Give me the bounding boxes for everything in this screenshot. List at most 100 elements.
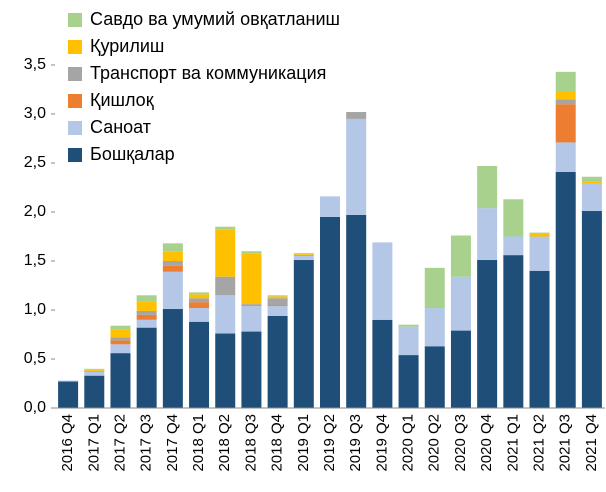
bar-segment	[503, 199, 524, 237]
bar-segment	[450, 235, 471, 277]
x-tick-label: 2017 Q2	[111, 414, 128, 472]
legend-swatch	[68, 121, 82, 135]
x-tick-label: 2017 Q3	[138, 414, 155, 472]
y-tick-label: 1,0	[24, 301, 46, 318]
bar-segment	[162, 261, 183, 266]
bar-segment	[477, 260, 498, 408]
bar-segment	[267, 305, 288, 307]
x-tick-label: 2019 Q2	[321, 414, 338, 472]
legend-label: Транспорт ва коммуникация	[90, 63, 326, 83]
bar-segment	[424, 267, 445, 309]
bar-segment	[320, 216, 340, 408]
bar-segment	[293, 256, 314, 261]
bar-segment	[110, 337, 131, 341]
legend-swatch	[68, 148, 82, 162]
x-tick-label: 2020 Q1	[400, 414, 417, 472]
bar-segment	[189, 302, 210, 309]
bar-segment	[189, 308, 210, 322]
bar-segment	[110, 344, 131, 354]
bar-segment	[529, 232, 550, 234]
bar-segment	[346, 112, 367, 119]
x-tick-label: 2021 Q2	[530, 414, 547, 472]
bar-segment	[293, 253, 314, 255]
x-tick-label: 2020 Q3	[452, 414, 469, 472]
bar-segment	[267, 306, 288, 316]
bar-segment	[84, 370, 105, 372]
bar-segment	[555, 171, 576, 408]
y-tick-label: 1,5	[24, 252, 46, 269]
x-tick-label: 2018 Q4	[269, 414, 286, 472]
bar-segment	[555, 91, 576, 100]
bar-segment	[110, 353, 131, 408]
legend-swatch	[68, 67, 82, 81]
bar-segment	[267, 315, 288, 408]
bar-segment	[477, 165, 498, 209]
x-tick-label: 2019 Q4	[373, 414, 390, 472]
bar-segment	[84, 371, 105, 376]
bar-segment	[84, 375, 105, 408]
bar-segment	[477, 208, 498, 261]
bar-segment	[84, 368, 105, 370]
legend-swatch	[68, 94, 82, 108]
x-tick-label: 2016 Q4	[59, 414, 76, 472]
bar-segment	[529, 270, 550, 408]
legend-label: Қурилиш	[90, 36, 164, 56]
bar-segment	[241, 251, 262, 254]
x-tick-label: 2020 Q2	[426, 414, 443, 472]
bar-segment	[215, 276, 236, 296]
y-tick-label: 0,5	[24, 350, 46, 367]
legend-swatch	[68, 40, 82, 54]
bar-segment	[215, 333, 236, 408]
x-tick-label: 2018 Q2	[216, 414, 233, 472]
bar-segment	[189, 321, 210, 408]
y-tick-label: 3,5	[24, 56, 46, 73]
bar-segment	[398, 355, 419, 408]
bar-segment	[84, 369, 105, 371]
bar-segment	[293, 254, 314, 256]
bar-segment	[162, 271, 183, 310]
bar-segment	[450, 276, 471, 331]
x-tick-label: 2020 Q4	[478, 414, 495, 472]
legend-label: Саноат	[90, 117, 151, 137]
x-tick-label: 2017 Q1	[85, 414, 102, 472]
bar-segment	[529, 233, 550, 237]
y-tick-label: 3,0	[24, 105, 46, 122]
bar-segment	[372, 319, 393, 408]
bar-segment	[398, 324, 419, 327]
bar-segment	[189, 298, 210, 303]
bar-segment	[581, 176, 602, 182]
y-tick-label: 2,0	[24, 203, 46, 220]
bar-segment	[293, 260, 314, 408]
bar-segment	[162, 243, 183, 252]
bar-segment	[110, 325, 131, 330]
bar-segment	[241, 253, 262, 305]
bar-segment	[372, 242, 393, 320]
bar-segment	[346, 214, 367, 408]
bar-segment	[293, 255, 314, 257]
bar-segment	[450, 330, 471, 408]
bar-segment	[162, 309, 183, 408]
legend-label: Бошқалар	[90, 144, 175, 164]
bar-segment	[555, 99, 576, 105]
bar-segment	[136, 319, 157, 328]
y-tick-label: 0,0	[24, 399, 46, 416]
legend-label: Савдо ва умумий овқатланиш	[90, 9, 340, 29]
x-tick-label: 2019 Q1	[295, 414, 312, 472]
y-tick-label: 2,5	[24, 154, 46, 171]
bar-segment	[555, 142, 576, 172]
bar-segment	[189, 294, 210, 299]
bar-segment	[162, 251, 183, 261]
bar-segment	[215, 226, 236, 230]
bar-segment	[136, 327, 157, 408]
bar-segment	[581, 183, 602, 212]
x-tick-label: 2017 Q4	[164, 414, 181, 472]
bar-segment	[581, 181, 602, 184]
bar-segment	[136, 301, 157, 311]
bar-segment	[162, 265, 183, 272]
bar-segment	[503, 236, 524, 256]
bar-segment	[136, 295, 157, 302]
bar-segment	[136, 314, 157, 320]
bar-segment	[215, 229, 236, 277]
bar-segment	[346, 118, 367, 215]
